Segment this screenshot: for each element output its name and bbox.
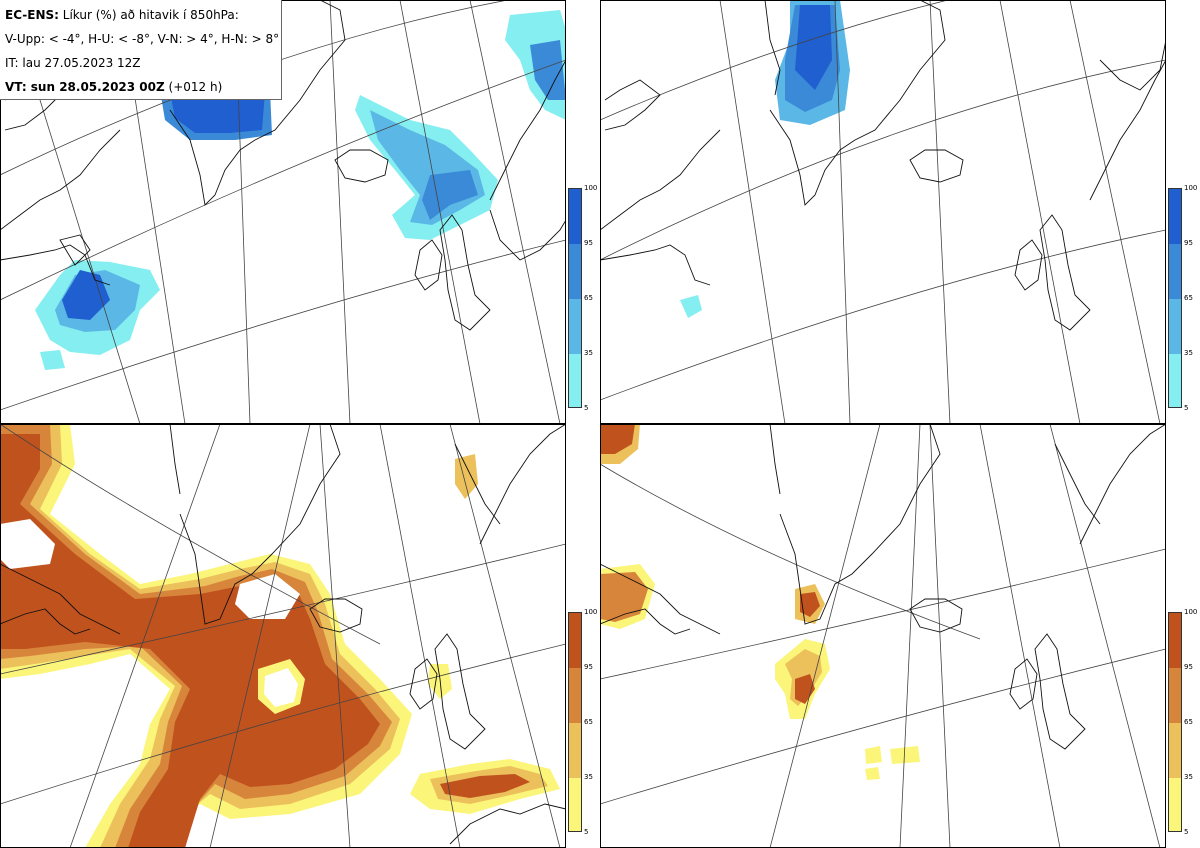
colorbar-tick-label: 35 bbox=[1184, 349, 1193, 357]
map-panel-top-right bbox=[600, 0, 1166, 424]
colorbar-tick-label: 5 bbox=[584, 828, 589, 836]
colorbar-segment bbox=[1169, 778, 1181, 831]
probability-field bbox=[680, 0, 850, 318]
colorbar-cold-top-right bbox=[1168, 188, 1182, 408]
colorbar-segment bbox=[569, 668, 581, 723]
colorbar-segment bbox=[569, 354, 581, 407]
colorbar-segment bbox=[569, 189, 581, 244]
info-box: EC-ENS: Líkur (%) að hitavik í 850hPa: V… bbox=[0, 0, 282, 100]
graticule bbox=[0, 424, 566, 848]
colorbar-tick-label: 65 bbox=[1184, 294, 1193, 302]
colorbar-tick-label: 5 bbox=[1184, 404, 1189, 412]
colorbar-segment bbox=[1169, 613, 1181, 668]
probability-field bbox=[35, 10, 566, 370]
map-bottom-left bbox=[0, 424, 566, 848]
map-title: Líkur (%) að hitavik í 850hPa: bbox=[62, 8, 239, 22]
colorbar-tick-label: 35 bbox=[584, 349, 593, 357]
product-name: EC-ENS: bbox=[5, 8, 59, 22]
colorbar-segment bbox=[569, 613, 581, 668]
map-panel-bottom-left bbox=[0, 424, 566, 848]
colorbar-segment bbox=[1169, 244, 1181, 299]
colorbar-tick-label: 95 bbox=[584, 239, 593, 247]
colorbar-tick-label: 95 bbox=[1184, 663, 1193, 671]
colorbar-tick-label: 65 bbox=[584, 718, 593, 726]
colorbar-tick-label: 65 bbox=[584, 294, 593, 302]
coastlines bbox=[600, 0, 1166, 331]
colorbar-tick-label: 100 bbox=[1184, 608, 1198, 616]
colorbar-segment bbox=[569, 723, 581, 778]
coastlines bbox=[0, 424, 566, 845]
graticule bbox=[600, 0, 1166, 424]
colorbar-tick-label: 95 bbox=[1184, 239, 1193, 247]
probability-field bbox=[600, 424, 920, 780]
colorbar-segment bbox=[1169, 354, 1181, 407]
map-bottom-right bbox=[600, 424, 1166, 848]
colorbar-tick-label: 65 bbox=[1184, 718, 1193, 726]
category-definitions: V-Upp: < -4°, H-U: < -8°, V-N: > 4°, H-N… bbox=[5, 32, 280, 46]
colorbar-tick-label: 100 bbox=[584, 608, 598, 616]
coastlines bbox=[600, 424, 1166, 750]
colorbar-tick-label: 95 bbox=[584, 663, 593, 671]
colorbar-warm-bottom-right bbox=[1168, 612, 1182, 832]
colorbar-tick-label: 35 bbox=[1184, 773, 1193, 781]
graticule bbox=[600, 424, 1166, 848]
colorbar-cold-top-left bbox=[568, 188, 582, 408]
colorbar-segment bbox=[1169, 668, 1181, 723]
colorbar-tick-label: 5 bbox=[584, 404, 589, 412]
colorbar-tick-label: 100 bbox=[584, 184, 598, 192]
colorbar-tick-label: 35 bbox=[584, 773, 593, 781]
valid-time: VT: sun 28.05.2023 00Z bbox=[5, 80, 165, 94]
map-panel-top-left: EC-ENS: Líkur (%) að hitavik í 850hPa: V… bbox=[0, 0, 566, 424]
lead-time: (+012 h) bbox=[168, 80, 223, 94]
colorbar-segment bbox=[1169, 723, 1181, 778]
init-time: IT: lau 27.05.2023 12Z bbox=[5, 56, 141, 70]
map-panel-bottom-right bbox=[600, 424, 1166, 848]
graticule bbox=[0, 0, 566, 424]
colorbar-tick-label: 100 bbox=[1184, 184, 1198, 192]
colorbar-segment bbox=[569, 244, 581, 299]
map-top-right bbox=[600, 0, 1166, 424]
map-top-left bbox=[0, 0, 566, 424]
colorbar-segment bbox=[1169, 189, 1181, 244]
colorbar-tick-label: 5 bbox=[1184, 828, 1189, 836]
probability-field bbox=[0, 424, 560, 848]
colorbar-segment bbox=[1169, 299, 1181, 354]
colorbar-segment bbox=[569, 778, 581, 831]
colorbar-segment bbox=[569, 299, 581, 354]
colorbar-warm-bottom-left bbox=[568, 612, 582, 832]
